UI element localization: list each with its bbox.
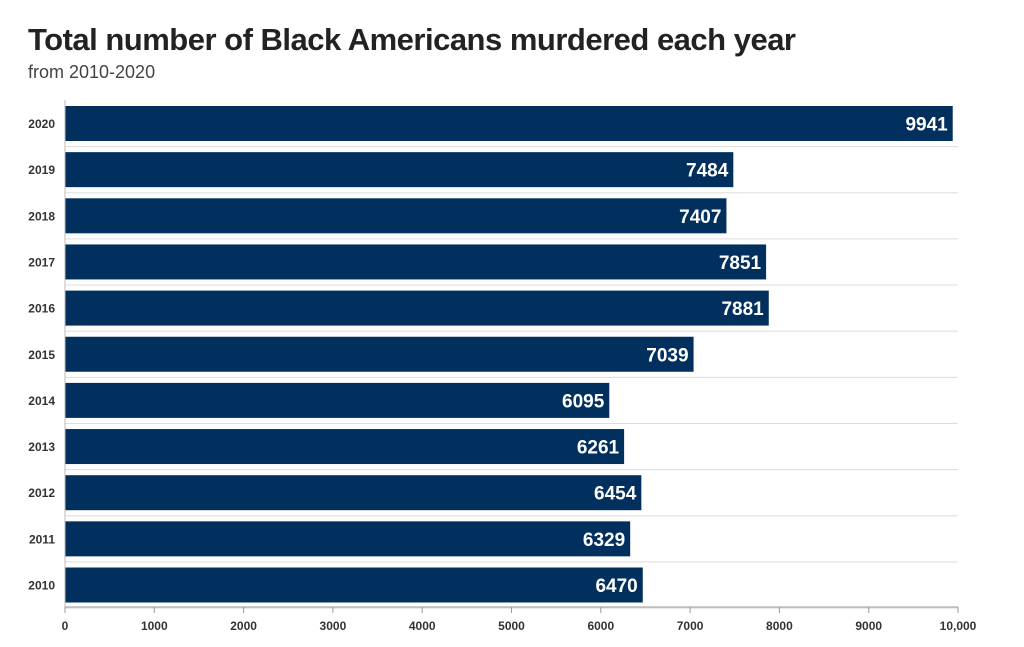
bar-2018	[65, 198, 727, 234]
y-tick-label: 2017	[28, 255, 55, 269]
y-tick-label: 2012	[28, 486, 55, 500]
y-tick-label: 2018	[28, 209, 55, 223]
bar-value-label: 7484	[686, 161, 729, 182]
bar-2019	[65, 152, 734, 188]
bar-2011	[65, 521, 631, 557]
gridlines	[65, 146, 958, 609]
y-tick-label: 2020	[28, 117, 55, 131]
x-tick-label: 4000	[409, 619, 436, 633]
x-axis: 0 1000 2000 3000 4000 5000 6000 7000 8000 9000 10,…	[62, 100, 977, 633]
bars	[65, 106, 953, 603]
bar-value-label: 9941	[905, 115, 948, 136]
x-tick-label: 0	[62, 619, 69, 633]
y-tick-label: 2010	[28, 579, 55, 593]
bar-value-label: 6329	[583, 530, 625, 551]
y-tick-label: 2014	[28, 394, 55, 408]
y-axis-tick-labels: 2020 2019 2018 2017 2016 2015 2014 2013 2012 2011…	[28, 117, 55, 593]
bar-2014	[65, 382, 610, 418]
bar-2013	[65, 429, 625, 465]
chart-subtitle: from 2010-2020	[28, 62, 156, 82]
bar-2015	[65, 336, 694, 372]
y-tick-label: 2011	[29, 532, 55, 546]
x-tick-label: 7000	[677, 619, 704, 633]
bar-value-label: 7881	[721, 299, 764, 320]
bar-value-labels: 9941 7484 7407 7851 7881 7039 6095 6261 6454 6329…	[562, 115, 948, 598]
x-tick-label: 6000	[587, 619, 614, 633]
y-tick-label: 2016	[28, 302, 55, 316]
x-tick-label: 1000	[141, 619, 168, 633]
x-tick-label: 3000	[320, 619, 347, 633]
y-tick-label: 2019	[28, 163, 55, 177]
x-tick-label: 2000	[230, 619, 257, 633]
x-tick-label: 9000	[855, 619, 882, 633]
bar-value-label: 6454	[594, 484, 637, 505]
bar-2016	[65, 290, 769, 326]
bar-2012	[65, 475, 642, 511]
x-tick-label: 5000	[498, 619, 525, 633]
y-tick-label: 2015	[28, 348, 55, 362]
x-tick-label: 10,000	[940, 619, 977, 633]
bar-value-label: 6470	[595, 576, 637, 597]
x-tick-label: 8000	[766, 619, 793, 633]
bar-value-label: 6261	[577, 438, 620, 459]
bar-2010	[65, 567, 643, 603]
bar-value-label: 7039	[646, 345, 688, 366]
bar-2020	[65, 106, 953, 141]
bar-value-label: 7407	[679, 207, 721, 228]
chart-title: Total number of Black Americans murdered…	[28, 22, 796, 57]
bar-2017	[65, 244, 767, 280]
bar-value-label: 6095	[562, 391, 605, 412]
bar-value-label: 7851	[719, 253, 762, 274]
y-tick-label: 2013	[28, 440, 55, 454]
